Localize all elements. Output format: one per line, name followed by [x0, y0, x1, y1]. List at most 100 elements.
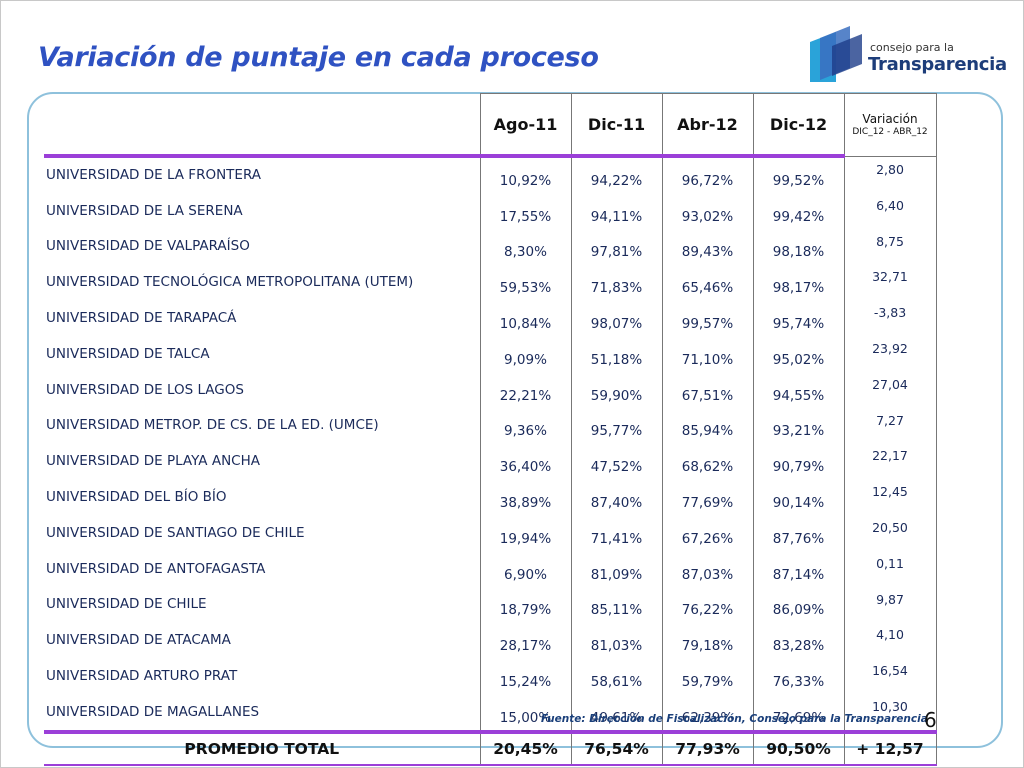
column-header: Abr-12 — [661, 93, 754, 158]
score-table: Ago-11 Dic-11 Abr-12 Dic-12 Variación DI… — [44, 93, 937, 766]
table-row: UNIVERSIDAD DE TALCA 9,09% 51,18% 71,10% 95,… — [44, 335, 937, 372]
university-name: UNIVERSIDAD DE LA SERENA — [46, 202, 243, 219]
column-header: Ago-11 — [479, 93, 572, 158]
score-cell: 96,72% — [661, 156, 754, 193]
score-cell: 15,00% — [479, 693, 572, 734]
university-name: UNIVERSIDAD DE ATACAMA — [46, 632, 231, 649]
university-name: UNIVERSIDAD DE SANTIAGO DE CHILE — [46, 524, 305, 541]
variation-cell: 16,54 — [843, 658, 937, 694]
table-row: UNIVERSIDAD DE MAGALLANES 15,00% 49,61% 62,… — [44, 693, 937, 734]
column-header: Dic-12 — [752, 93, 845, 158]
score-cell: 87,40% — [570, 479, 663, 515]
score-cell: 17,55% — [479, 192, 572, 229]
university-name: UNIVERSIDAD DE CHILE — [46, 596, 207, 613]
table-row: UNIVERSIDAD DE TARAPACÁ 10,84% 98,07% 99,57… — [44, 300, 937, 336]
score-cell: 10,92% — [479, 156, 572, 193]
university-name: UNIVERSIDAD DE PLAYA ANCHA — [46, 453, 260, 470]
table-row: UNIVERSIDAD DE CHILE 18,79% 85,11% 76,22% 86… — [44, 586, 937, 623]
table-row: UNIVERSIDAD DE LA SERENA 17,55% 94,11% 93,0… — [44, 192, 937, 229]
score-cell: 67,26% — [661, 514, 754, 551]
logo-icon — [810, 26, 862, 82]
score-cell: 28,17% — [479, 622, 572, 659]
university-name: UNIVERSIDAD DE LOS LAGOS — [46, 381, 244, 398]
variation-cell: 8,75 — [843, 228, 937, 265]
page-number: 6 — [924, 708, 937, 732]
score-cell: 81,03% — [570, 622, 663, 659]
score-cell: 95,77% — [570, 407, 663, 444]
variation-cell: 7,27 — [843, 407, 937, 444]
score-cell: 72,69% — [752, 693, 845, 734]
variation-cell: 2,80 — [843, 156, 937, 193]
table-row: UNIVERSIDAD DE LA FRONTERA 10,92% 94,22% 96… — [44, 156, 937, 193]
score-cell: 94,22% — [570, 156, 663, 193]
score-cell: 59,90% — [570, 371, 663, 408]
score-cell: 87,14% — [752, 550, 845, 587]
variation-cell: 20,50 — [843, 514, 937, 551]
total-cell: 20,45% — [479, 731, 572, 766]
score-cell: 99,57% — [661, 300, 754, 336]
header-name-cell — [44, 93, 480, 158]
university-name: UNIVERSIDAD DE TALCA — [46, 345, 210, 362]
score-cell: 38,89% — [479, 479, 572, 515]
source-note: Fuente: Dirección de Fiscalización, Cons… — [541, 713, 928, 725]
score-cell: 8,30% — [479, 228, 572, 265]
table-row: UNIVERSIDAD DEL BÍO BÍO 38,89% 87,40% 77,69… — [44, 479, 937, 515]
university-name: UNIVERSIDAD DE LA FRONTERA — [46, 167, 262, 184]
score-cell: 71,10% — [661, 335, 754, 372]
variation-cell: 22,17 — [843, 443, 937, 480]
table-row: UNIVERSIDAD DE ANTOFAGASTA 6,90% 81,09% 87,… — [44, 550, 937, 587]
table-row: UNIVERSIDAD DE PLAYA ANCHA 36,40% 47,52% 68… — [44, 443, 937, 480]
variation-cell: 32,71 — [843, 264, 937, 301]
total-cell: 77,93% — [661, 731, 754, 766]
score-cell: 87,76% — [752, 514, 845, 551]
score-cell: 49,61% — [570, 693, 663, 734]
score-cell: 99,52% — [752, 156, 845, 193]
score-cell: 95,74% — [752, 300, 845, 336]
column-header: Dic-11 — [570, 93, 663, 158]
score-cell: 86,09% — [752, 586, 845, 623]
logo-text-small: consejo para la — [870, 41, 954, 54]
score-cell: 94,11% — [570, 192, 663, 229]
university-name: UNIVERSIDAD DE VALPARAÍSO — [46, 238, 250, 255]
variation-header: Variación DIC_12 - ABR_12 — [843, 93, 937, 157]
score-cell: 85,11% — [570, 586, 663, 623]
total-label: PROMEDIO TOTAL — [44, 731, 480, 766]
university-name: UNIVERSIDAD DE ANTOFAGASTA — [46, 560, 266, 577]
score-cell: 90,79% — [752, 443, 845, 480]
university-name: UNIVERSIDAD DE MAGALLANES — [44, 693, 480, 734]
score-cell: 95,02% — [752, 335, 845, 372]
score-cell: 15,24% — [479, 658, 572, 694]
variation-cell: 27,04 — [843, 371, 937, 408]
score-cell: 9,36% — [479, 407, 572, 444]
university-name: UNIVERSIDAD METROP. DE CS. DE LA ED. (UM… — [46, 417, 379, 434]
table-row: UNIVERSIDAD ARTURO PRAT 15,24% 58,61% 59,79… — [44, 658, 937, 694]
score-cell: 87,03% — [661, 550, 754, 587]
variation-cell: 9,87 — [843, 586, 937, 623]
score-cell: 65,46% — [661, 264, 754, 301]
score-cell: 97,81% — [570, 228, 663, 265]
variation-cell: -3,83 — [843, 300, 937, 336]
score-cell: 58,61% — [570, 658, 663, 694]
score-cell: 94,55% — [752, 371, 845, 408]
score-cell: 9,09% — [479, 335, 572, 372]
score-cell: 85,94% — [661, 407, 754, 444]
university-name: UNIVERSIDAD DE TARAPACÁ — [46, 310, 237, 327]
table-row: UNIVERSIDAD DE VALPARAÍSO 8,30% 97,81% 89,4… — [44, 228, 937, 265]
table-row: UNIVERSIDAD TECNOLÓGICA METROPOLITANA (U… — [44, 264, 937, 301]
table-row: UNIVERSIDAD METROP. DE CS. DE LA ED. (UM… — [44, 407, 937, 444]
score-cell: 93,02% — [661, 192, 754, 229]
score-cell: 6,90% — [479, 550, 572, 587]
total-cell: 76,54% — [570, 731, 663, 766]
score-cell: 51,18% — [570, 335, 663, 372]
score-cell: 67,51% — [661, 371, 754, 408]
score-cell: 59,53% — [479, 264, 572, 301]
score-cell: 47,52% — [570, 443, 663, 480]
score-cell: 19,94% — [479, 514, 572, 551]
score-cell: 98,18% — [752, 228, 845, 265]
total-variation: + 12,57 — [843, 731, 937, 766]
score-cell: 36,40% — [479, 443, 572, 480]
variation-cell: 6,40 — [843, 192, 937, 229]
variation-cell: 23,92 — [843, 335, 937, 372]
score-cell: 83,28% — [752, 622, 845, 659]
total-row: PROMEDIO TOTAL 20,45% 76,54% 77,93% 90,5… — [44, 731, 937, 766]
